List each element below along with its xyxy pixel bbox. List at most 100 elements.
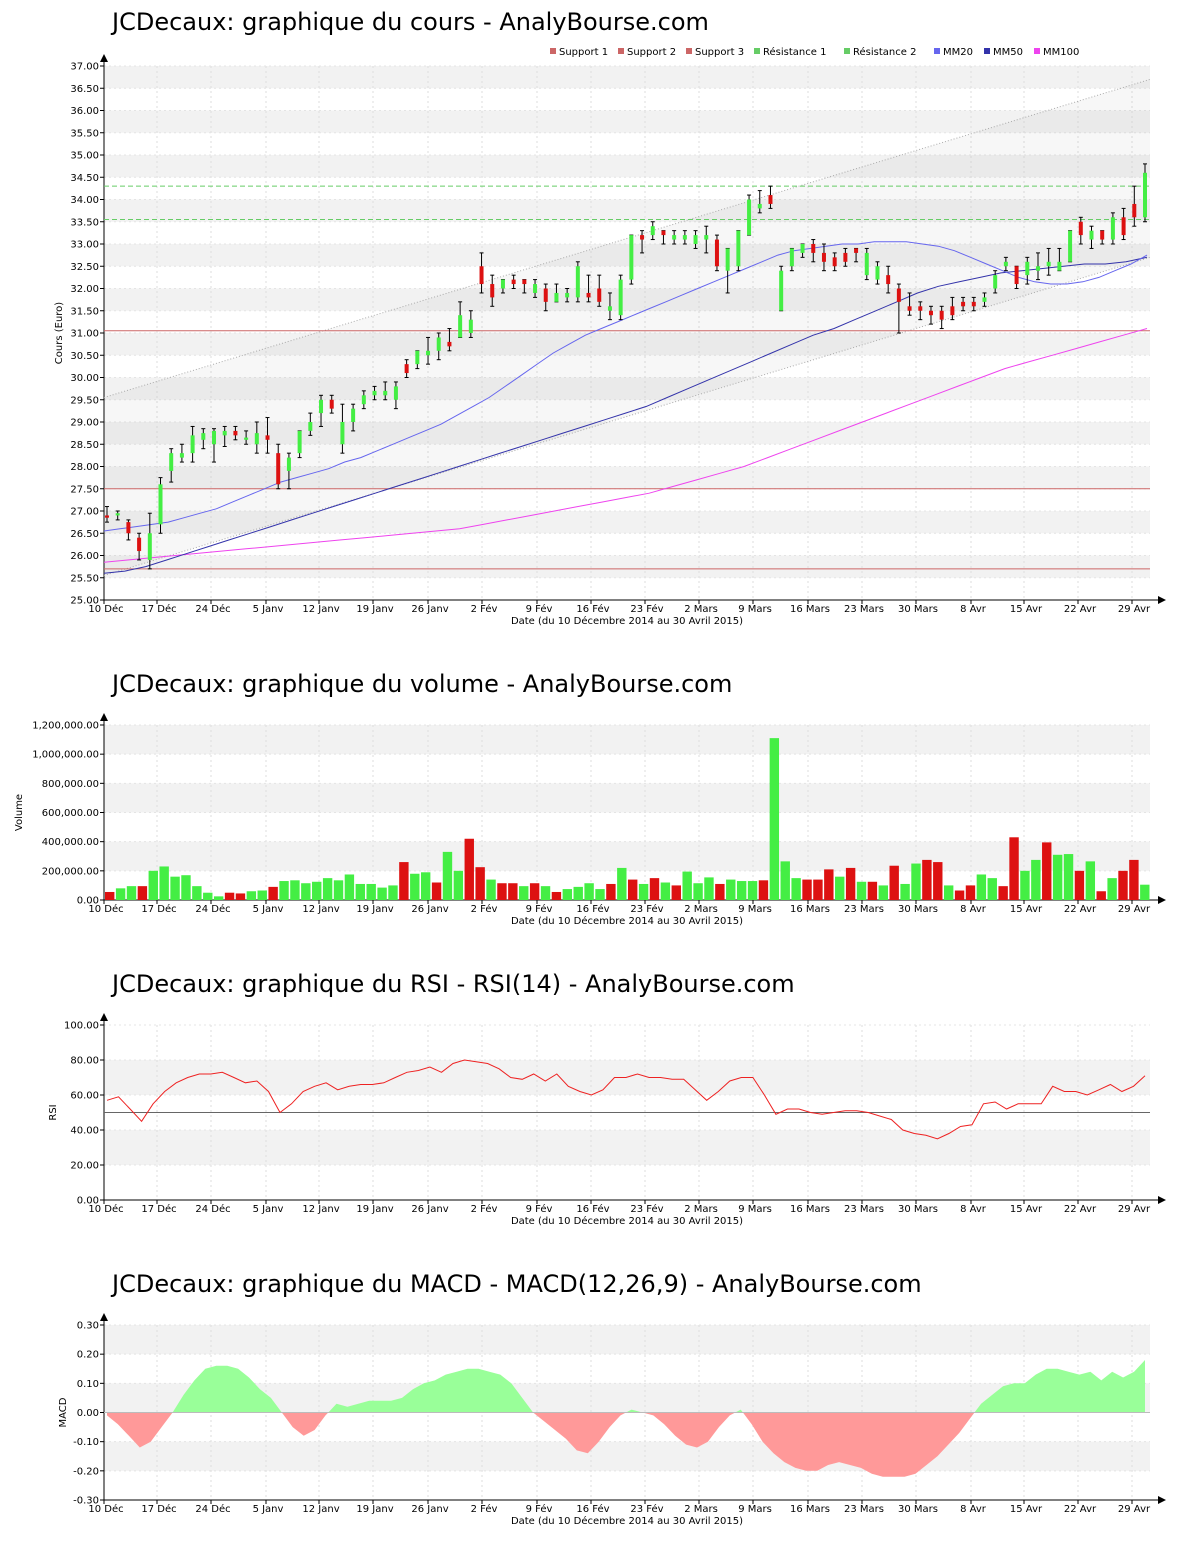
volume-bar: [954, 890, 965, 900]
x-axis-title: Date (du 10 Décembre 2014 au 30 Avril 20…: [511, 615, 743, 627]
x-tick-label: 23 Fév: [630, 603, 663, 615]
y-tick-label: 0.30: [77, 1321, 99, 1332]
candle-body: [736, 230, 741, 267]
y-tick-label: 34.50: [70, 173, 99, 184]
candle-body: [201, 433, 206, 440]
candle-body: [757, 203, 762, 209]
y-tick-label: 29.50: [70, 395, 99, 406]
x-axis-arrow: [1158, 1196, 1166, 1204]
volume-bar: [628, 879, 638, 900]
macd-negative-area: [281, 1412, 329, 1436]
y-tick-label: -0.30: [73, 1496, 99, 1507]
volume-bar: [1063, 854, 1074, 900]
candle-body: [864, 252, 869, 276]
volume-bar: [529, 883, 540, 900]
candle-body: [875, 266, 880, 280]
y-tick-label: 0.00: [77, 1196, 99, 1207]
macd-positive-area: [974, 1360, 1145, 1413]
volume-bar: [1009, 837, 1019, 900]
y-axis-title: Volume: [14, 794, 25, 831]
legend-entry: Résistance 1: [763, 46, 826, 58]
candle-body: [543, 288, 548, 302]
x-tick-label: 9 Mars: [738, 1504, 772, 1515]
y-axis-arrow: [100, 1313, 108, 1321]
x-tick-label: 8 Avr: [960, 1204, 987, 1215]
x-tick-label: 16 Mars: [790, 1504, 830, 1515]
volume-bar: [671, 885, 681, 900]
legend-swatch: [934, 48, 940, 54]
candle-body: [308, 422, 313, 431]
candle-body: [982, 297, 987, 302]
candle-body: [629, 235, 634, 280]
candle-body: [640, 235, 645, 240]
candle-body: [939, 310, 944, 320]
volume-bar: [987, 878, 997, 900]
volume-bar: [584, 883, 594, 900]
volume-bar: [464, 838, 474, 900]
y-tick-label: 35.00: [70, 151, 99, 162]
legend-swatch: [984, 48, 990, 54]
x-tick-label: 10 Déc: [88, 1503, 123, 1515]
grid-band: [104, 199, 1150, 222]
volume-bar: [1085, 861, 1096, 900]
x-tick-label: 19 Janv: [356, 904, 393, 915]
x-axis-arrow: [1158, 896, 1166, 904]
candle-body: [115, 513, 120, 516]
volume-bar: [998, 886, 1008, 900]
x-tick-label: 12 Janv: [302, 1204, 339, 1215]
x-tick-label: 12 Janv: [302, 604, 339, 615]
x-tick-label: 5 Janv: [253, 1204, 284, 1215]
volume-bar: [933, 862, 943, 900]
volume-bar: [780, 861, 790, 900]
volume-bar: [410, 873, 420, 900]
candle-body: [533, 284, 538, 293]
x-tick-label: 15 Avr: [1010, 904, 1043, 915]
volume-bar: [551, 891, 562, 900]
volume-bar: [1140, 884, 1150, 900]
volume-bar: [562, 889, 573, 900]
y-tick-label: 31.50: [70, 306, 99, 317]
grid-band: [104, 422, 1150, 445]
candle-body: [575, 266, 580, 298]
candle-body: [361, 395, 366, 405]
volume-bar: [137, 886, 148, 900]
candle-body: [265, 435, 270, 440]
volume-bar: [878, 885, 888, 900]
candle-body: [351, 408, 356, 422]
candle-body: [329, 399, 334, 409]
y-tick-label: 200,000.00: [42, 866, 99, 877]
candle-body: [768, 195, 773, 204]
volume-bar: [224, 892, 235, 900]
y-tick-label: 20.00: [70, 1161, 99, 1172]
candle-body: [993, 275, 998, 289]
x-tick-label: 2 Mars: [684, 604, 718, 615]
volume-bar: [235, 893, 246, 900]
candle-body: [896, 288, 901, 302]
grid-band: [104, 110, 1150, 133]
x-tick-label: 16 Fév: [576, 1203, 609, 1215]
x-tick-label: 24 Déc: [195, 903, 230, 915]
price-chart-title: JCDecaux: graphique du cours - AnalyBour…: [112, 8, 709, 36]
volume-bar: [399, 862, 409, 900]
y-axis-title: MACD: [58, 1397, 69, 1427]
volume-bar: [595, 889, 605, 900]
candle-body: [821, 252, 826, 262]
legend-swatch: [1034, 48, 1040, 54]
x-tick-label: 5 Janv: [253, 1504, 284, 1515]
y-tick-label: 36.00: [70, 106, 99, 117]
y-tick-label: 33.00: [70, 240, 99, 251]
x-tick-label: 9 Fév: [526, 1203, 553, 1215]
x-axis-title: Date (du 10 Décembre 2014 au 30 Avril 20…: [511, 1515, 743, 1527]
volume-bar: [377, 887, 387, 900]
channel-upper-line: [103, 78, 1151, 399]
x-tick-label: 23 Fév: [630, 1203, 663, 1215]
volume-bar: [1042, 842, 1052, 900]
y-tick-label: 1,200,000.00: [32, 721, 99, 732]
candle-body: [747, 199, 752, 236]
volume-bar: [1031, 859, 1041, 900]
x-tick-label: 2 Fév: [471, 1203, 498, 1215]
candle-body: [1046, 261, 1051, 267]
candle-body: [426, 350, 431, 356]
x-tick-label: 19 Janv: [356, 1504, 393, 1515]
y-tick-label: 40.00: [70, 1126, 99, 1137]
